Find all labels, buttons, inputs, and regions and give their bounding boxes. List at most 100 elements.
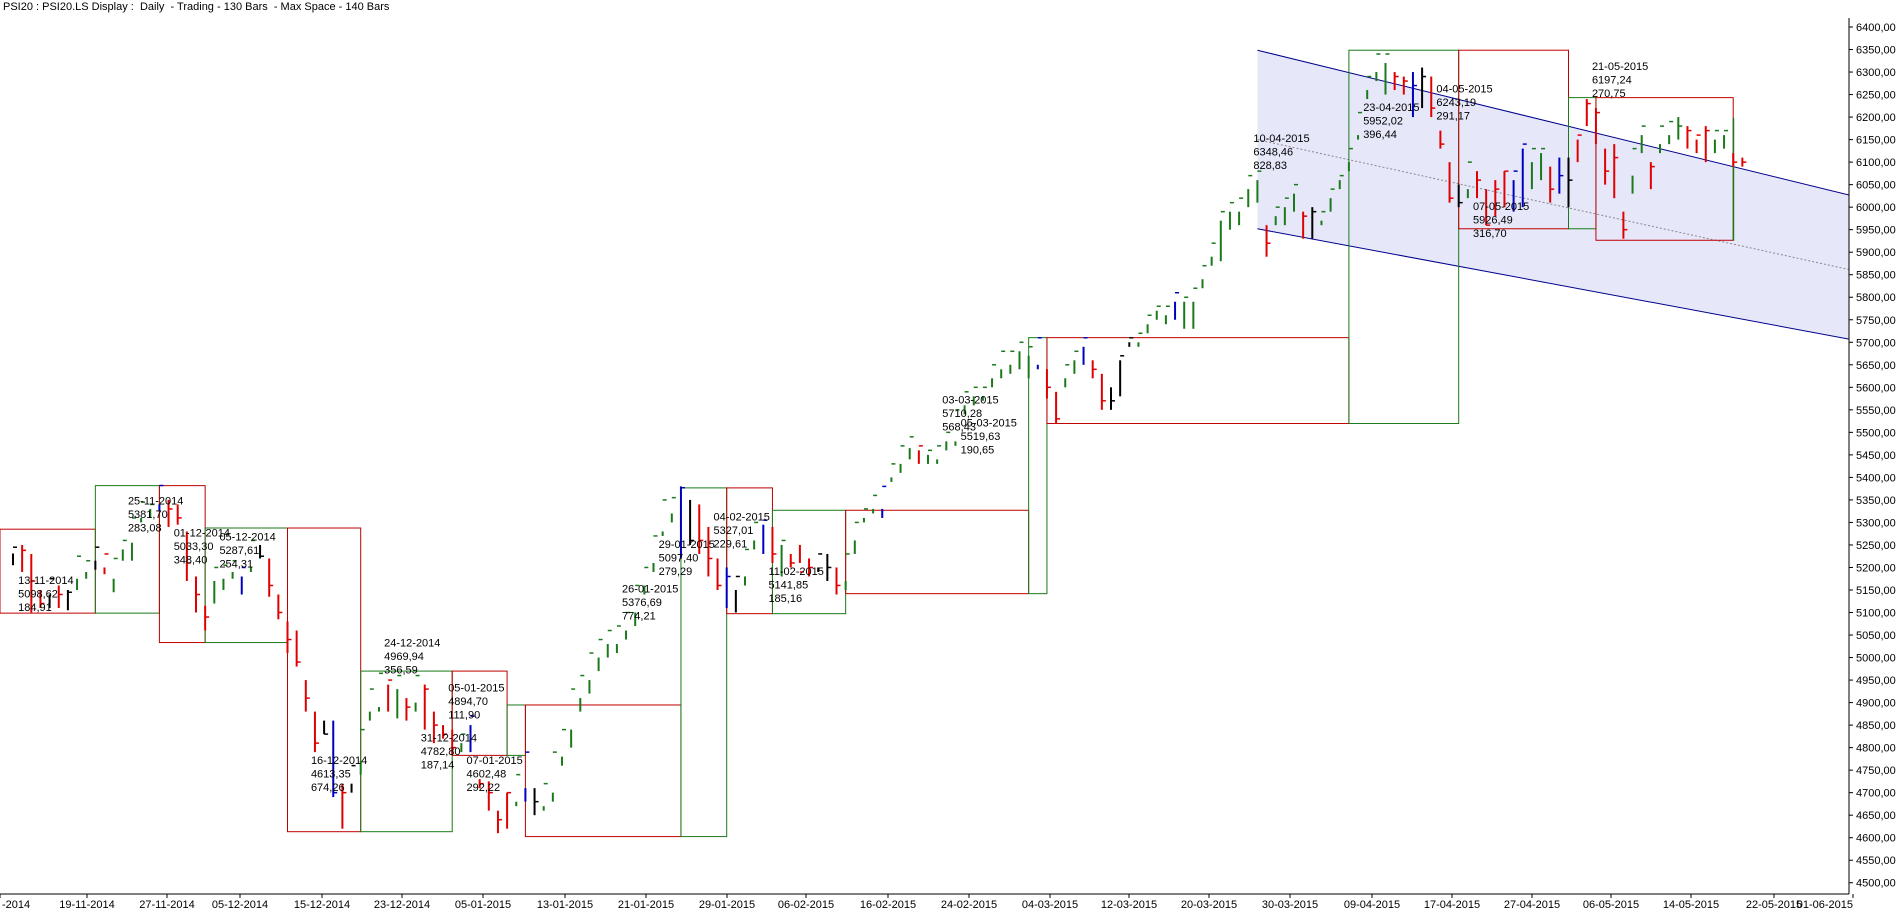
ohlc-bar (725, 567, 731, 609)
ohlc-bar (908, 436, 914, 460)
y-tick-label: 6050,00 (1856, 180, 1896, 192)
y-tick-label: 4900,00 (1856, 698, 1896, 710)
y-tick-label: 5000,00 (1856, 653, 1896, 665)
ohlc-bar (1521, 143, 1527, 208)
swing-box (506, 704, 526, 756)
pivot-label-line: 05-12-2014 (219, 532, 275, 544)
ohlc-bar (1466, 161, 1472, 199)
ohlc-bar (670, 496, 676, 523)
ohlc-bar (1421, 67, 1427, 109)
x-tick-label: 17-04-2015 (1424, 899, 1480, 911)
ohlc-bar (121, 539, 127, 561)
y-tick-label: 5550,00 (1856, 405, 1896, 417)
pivot-label-line: 316,70 (1473, 228, 1507, 240)
ohlc-bar (1036, 337, 1042, 370)
pivot-label-line: 5141,85 (768, 579, 808, 591)
pivot-label-line: 5381,70 (128, 509, 168, 521)
ohlc-bar (1640, 125, 1646, 154)
ohlc-bar (1695, 134, 1701, 154)
ohlc-bar (1311, 207, 1317, 239)
y-tick-label: 5450,00 (1856, 450, 1896, 462)
y-tick-label: 4600,00 (1856, 833, 1896, 845)
ohlc-bar (396, 674, 402, 719)
y-tick-label: 5050,00 (1856, 630, 1896, 642)
ohlc-bar (606, 629, 612, 658)
ohlc-bar (1238, 197, 1244, 226)
x-tick-label: 30-03-2015 (1262, 899, 1318, 911)
ohlc-bar (1119, 355, 1125, 397)
ohlc-bar (222, 564, 228, 590)
x-tick-label: 19-11-2014 (59, 899, 114, 911)
ohlc-bar (240, 566, 246, 595)
ohlc-bar (570, 688, 576, 748)
ohlc-bar (652, 535, 658, 572)
x-tick-label: -2014 (2, 899, 30, 911)
y-tick-label: 5600,00 (1856, 382, 1896, 394)
y-tick-label: 5650,00 (1856, 360, 1896, 372)
pivot-label-line: 4894,70 (448, 696, 488, 708)
axes: 6400,00 6350,00 6300,00 6250,00 6200,00 6150,… (0, 18, 1896, 911)
ohlc-bar (698, 504, 704, 554)
ohlc-bar (359, 728, 365, 775)
ohlc-bar (744, 548, 749, 586)
ohlc-bar (808, 558, 814, 577)
ohlc-bar (1082, 337, 1088, 365)
ohlc-bar (1128, 337, 1134, 347)
pivot-label-line: 04-02-2015 (714, 511, 770, 523)
pivot-label-line: 292,22 (467, 782, 501, 794)
ohlc-bar (1741, 157, 1747, 167)
ohlc-bar (140, 501, 146, 523)
ohlc-bar (460, 733, 466, 753)
ohlc-bar (1594, 108, 1600, 145)
ohlc-bar (1549, 166, 1555, 203)
ohlc-bar (579, 674, 585, 712)
ohlc-bar (954, 409, 960, 446)
ohlc-bar (442, 725, 448, 739)
ohlc-bar (762, 519, 768, 554)
swing-box (1732, 117, 1735, 241)
ohlc-bar (1713, 129, 1719, 154)
ohlc-bar (1110, 387, 1115, 410)
ohlc-bar (204, 605, 210, 631)
ohlc-bar (1329, 188, 1335, 212)
x-tick-label: 05-12-2014 (212, 899, 268, 911)
pivot-label-line: 111,90 (448, 710, 480, 722)
ohlc-bar (478, 779, 484, 789)
pivot-label-line: 5710,28 (942, 408, 982, 420)
ohlc-bar (57, 585, 63, 609)
ohlc-bar (1064, 364, 1070, 388)
pivot-label-line: 5327,01 (714, 525, 754, 537)
ohlc-bar (66, 589, 72, 611)
y-tick-label: 5950,00 (1856, 225, 1896, 237)
ohlc-bar (734, 575, 740, 613)
ohlc-bar (249, 539, 255, 572)
x-tick-label: 24-02-2015 (941, 899, 997, 911)
ohlc-bar (826, 553, 832, 581)
ohlc-bar (991, 364, 997, 388)
x-tick-label: 06-02-2015 (778, 899, 834, 911)
ohlc-bar (789, 553, 795, 568)
ohlc-bar (1009, 350, 1015, 374)
ohlc-bar (1283, 197, 1289, 226)
ohlc-bar (981, 386, 987, 401)
ohlc-bar (341, 783, 347, 829)
pivot-label-line: 5287,61 (219, 545, 259, 557)
y-tick-label: 6400,00 (1856, 22, 1896, 34)
y-tick-label: 4950,00 (1856, 675, 1896, 687)
swing-box (726, 487, 773, 615)
ohlc-bar (423, 684, 429, 730)
pivot-label-line: 279,29 (659, 566, 693, 578)
pivot-label-line: 23-04-2015 (1363, 102, 1419, 114)
y-tick-label: 4500,00 (1856, 878, 1896, 890)
ohlc-bar (1366, 75, 1372, 100)
pivot-label-line: 348,40 (174, 555, 208, 567)
ohlc-bar (259, 544, 265, 559)
x-tick-label: 06-05-2015 (1583, 899, 1639, 911)
pivot-label-line: 396,44 (1363, 129, 1397, 141)
pivot-label-line: 05-01-2015 (448, 683, 504, 695)
ohlc-bar (1073, 350, 1079, 374)
ohlc-bar (780, 539, 786, 577)
ohlc-bar (1045, 369, 1051, 399)
ohlc-bar (1585, 99, 1591, 127)
